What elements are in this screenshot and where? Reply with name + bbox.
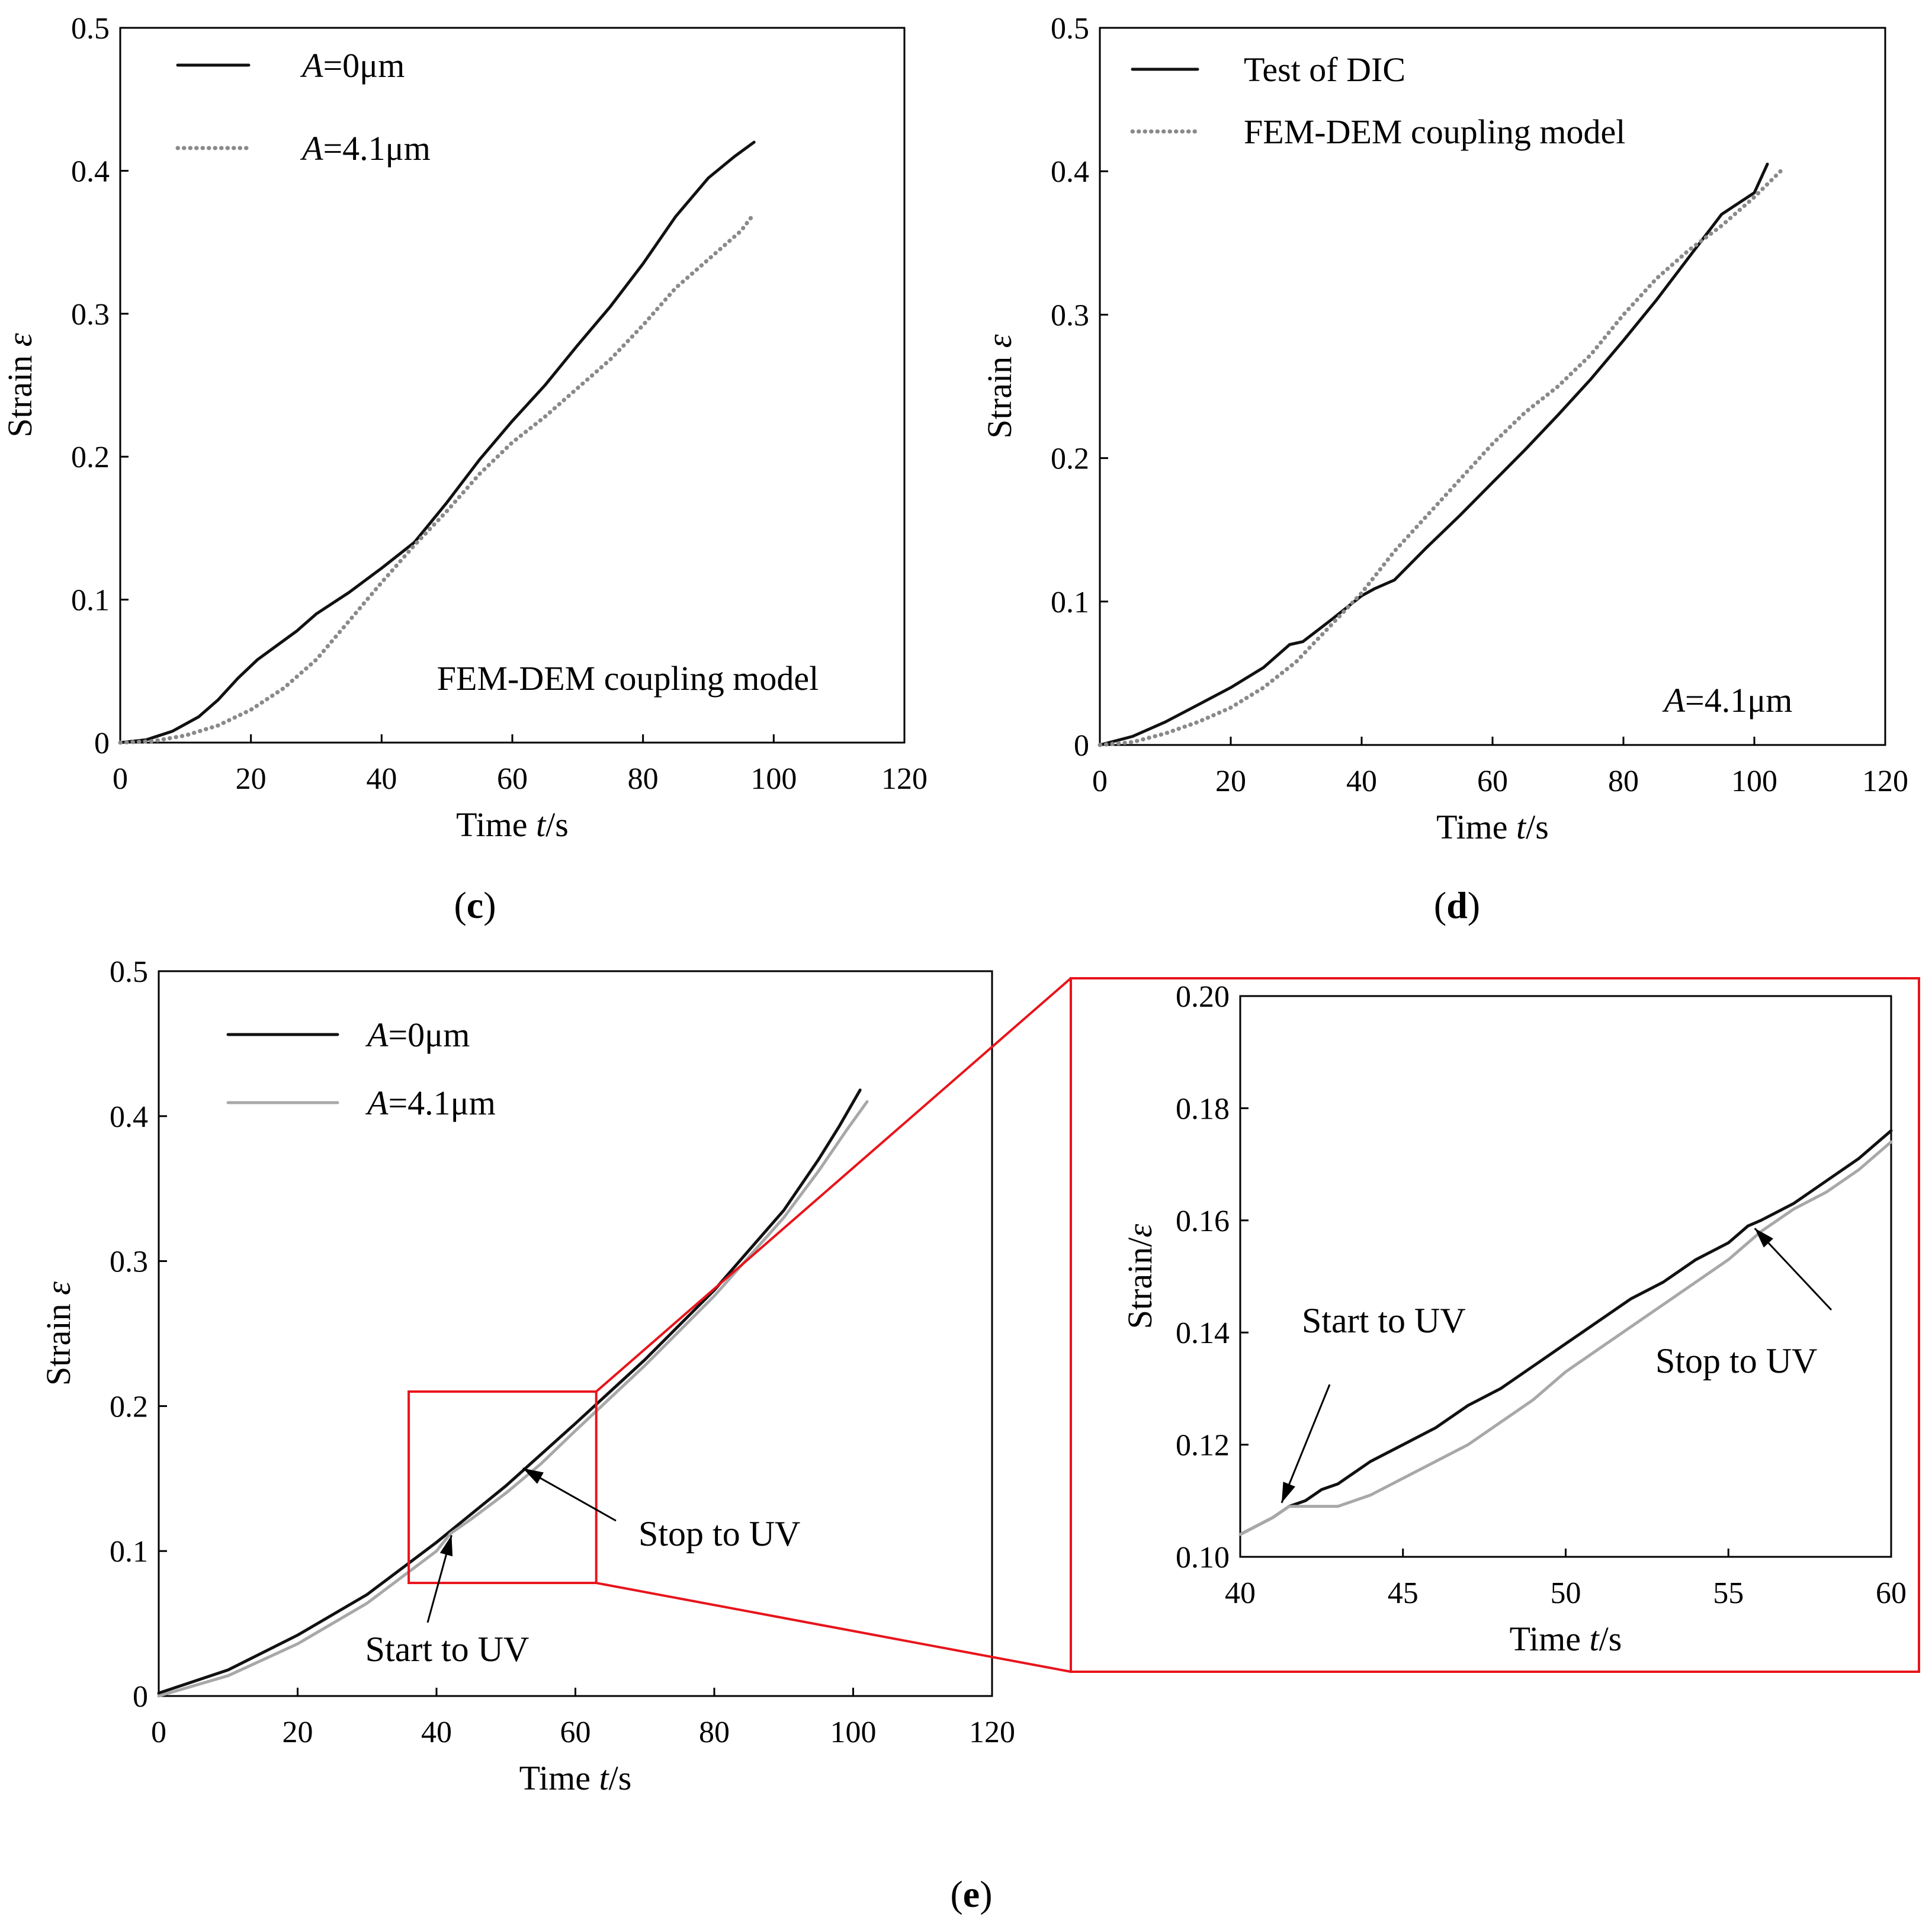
chart-d: 0 20 40 60 80 100 120 0 0.1 0.2 0.3 0.4 0.5 Time t/s S… bbox=[980, 12, 1908, 926]
y-tick-label: 0.1 bbox=[110, 1535, 148, 1569]
x-tick-label: 0 bbox=[113, 762, 128, 796]
x-tick-label: 0 bbox=[1092, 765, 1108, 798]
x-tick-label: 60 bbox=[1477, 765, 1508, 798]
x-tick-label: 40 bbox=[1225, 1576, 1256, 1610]
y-tick-label: 0.2 bbox=[1051, 442, 1089, 476]
x-tick-label: 60 bbox=[560, 1716, 591, 1749]
plot-frame bbox=[119, 27, 906, 744]
panel-label: (e) bbox=[950, 1873, 992, 1915]
series-line-2 bbox=[1097, 169, 1783, 747]
y-tick-label: 0.3 bbox=[1051, 298, 1089, 332]
x-tick-label: 100 bbox=[750, 762, 797, 796]
y-axis-label: Strain ε bbox=[39, 1281, 78, 1386]
x-tick-label: 80 bbox=[628, 762, 659, 796]
x-tick-label: 55 bbox=[1713, 1576, 1744, 1610]
y-tick-label: 0.4 bbox=[71, 155, 110, 188]
series-line-1 bbox=[1098, 162, 1769, 747]
y-tick-label: 0.4 bbox=[110, 1100, 148, 1134]
zoom-connector-top bbox=[595, 977, 1072, 1393]
legend-label-1: A=0μm bbox=[300, 46, 405, 85]
y-tick-label: 0.5 bbox=[1051, 12, 1089, 46]
y-tick-label: 0 bbox=[133, 1680, 148, 1714]
x-axis-label: Time t/s bbox=[456, 805, 569, 844]
x-tick-label: 100 bbox=[830, 1716, 877, 1749]
zoom-region-box bbox=[407, 1390, 598, 1585]
x-tick-label: 100 bbox=[1731, 765, 1777, 798]
series-line-1 bbox=[1238, 1129, 1893, 1536]
x-tick-label: 80 bbox=[1608, 765, 1639, 798]
zoom-arrow-start-to-uv-shaft bbox=[1280, 1384, 1331, 1504]
legend-label-2: A=4.1μm bbox=[365, 1084, 496, 1122]
zoom-connector-lines bbox=[595, 977, 1072, 1673]
x-tick-label: 40 bbox=[1346, 765, 1377, 798]
x-tick-label: 0 bbox=[151, 1716, 166, 1749]
x-tick-label: 60 bbox=[497, 762, 528, 796]
y-tick-label: 0.3 bbox=[110, 1245, 148, 1279]
series-line-1 bbox=[157, 1088, 862, 1695]
x-tick-label: 120 bbox=[881, 762, 928, 796]
panel-label: (d) bbox=[1434, 884, 1480, 926]
x-tick-label: 20 bbox=[1215, 765, 1246, 798]
y-axis-label: Strain ε bbox=[1, 333, 39, 437]
y-tick-label: 0.5 bbox=[71, 12, 110, 46]
zoom-panel-frame bbox=[1070, 977, 1920, 1673]
x-tick-label: 40 bbox=[421, 1716, 452, 1749]
plot-frame bbox=[1239, 995, 1892, 1558]
chart-e-zoom: 40 45 50 55 60 0.10 0.12 0.14 0.16 0.18 0.20 Time t… bbox=[1070, 977, 1920, 1673]
x-tick-label: 120 bbox=[1862, 765, 1908, 798]
y-tick-label: 0.12 bbox=[1176, 1429, 1230, 1463]
y-tick-label: 0.1 bbox=[1051, 586, 1089, 619]
y-tick-label: 0.2 bbox=[110, 1390, 148, 1424]
x-tick-label: 80 bbox=[699, 1716, 730, 1749]
y-tick-label: 0.2 bbox=[71, 441, 110, 474]
y-tick-label: 0.14 bbox=[1176, 1316, 1230, 1350]
annotation-stop-to-uv: Stop to UV bbox=[638, 1514, 800, 1553]
annotation-text: FEM-DEM coupling model bbox=[437, 659, 819, 698]
panel-label: (c) bbox=[454, 884, 496, 926]
chart-c: 0 20 40 60 80 100 120 0 0.1 0.2 0.3 0.4 0.5 Time t/s S… bbox=[1, 12, 928, 926]
y-tick-label: 0.4 bbox=[1051, 155, 1089, 189]
y-tick-label: 0.18 bbox=[1176, 1092, 1230, 1126]
zoom-connector-bottom bbox=[596, 1582, 1071, 1673]
x-tick-label: 50 bbox=[1551, 1576, 1581, 1610]
legend-label-1: A=0μm bbox=[365, 1016, 470, 1054]
y-tick-label: 0.16 bbox=[1176, 1204, 1230, 1238]
y-tick-label: 0 bbox=[94, 727, 110, 760]
arrow-stop-to-uv-head bbox=[522, 1468, 544, 1484]
y-tick-label: 0.10 bbox=[1176, 1541, 1230, 1575]
zoom-annotation-stop-to-uv: Stop to UV bbox=[1655, 1341, 1817, 1380]
x-tick-label: 20 bbox=[236, 762, 267, 796]
legend-label-1: Test of DIC bbox=[1244, 50, 1405, 89]
series-line-1 bbox=[118, 140, 756, 744]
y-tick-label: 0.5 bbox=[110, 955, 148, 989]
chart-e: 0 20 40 60 80 100 120 0 0.1 0.2 0.3 0.4 0.5 Time t/s S… bbox=[39, 955, 1015, 1915]
y-axis-label: Strain ε bbox=[980, 334, 1019, 438]
y-tick-label: 0.20 bbox=[1176, 980, 1230, 1014]
y-axis-label: Strain/ε bbox=[1121, 1224, 1159, 1329]
arrow-start-to-uv-head bbox=[439, 1535, 453, 1557]
x-axis-label: Time t/s bbox=[519, 1759, 632, 1797]
series-line-2 bbox=[157, 1100, 869, 1698]
zoom-arrow-start-to-uv-head bbox=[1281, 1482, 1295, 1503]
y-tick-label: 0 bbox=[1074, 729, 1089, 763]
legend-label-2: A=4.1μm bbox=[300, 129, 431, 168]
x-axis-label: Time t/s bbox=[1510, 1620, 1622, 1658]
y-tick-label: 0.3 bbox=[71, 298, 110, 332]
legend-label-2: FEM-DEM coupling model bbox=[1244, 113, 1625, 151]
x-tick-label: 40 bbox=[366, 762, 397, 796]
x-tick-label: 120 bbox=[969, 1716, 1015, 1749]
x-tick-label: 45 bbox=[1388, 1576, 1418, 1610]
annotation-text: A=4.1μm bbox=[1662, 681, 1793, 720]
annotation-start-to-uv: Start to UV bbox=[365, 1630, 529, 1669]
y-tick-label: 0.1 bbox=[71, 584, 110, 618]
plot-frame bbox=[158, 970, 993, 1697]
x-tick-label: 20 bbox=[283, 1716, 313, 1749]
series-line-2 bbox=[118, 211, 756, 745]
series-line-2 bbox=[1238, 1140, 1893, 1536]
zoom-annotation-start-to-uv: Start to UV bbox=[1302, 1301, 1466, 1340]
zoom-arrow-stop-to-uv-head bbox=[1754, 1228, 1774, 1248]
x-axis-label: Time t/s bbox=[1436, 808, 1549, 846]
x-tick-label: 60 bbox=[1876, 1576, 1907, 1610]
